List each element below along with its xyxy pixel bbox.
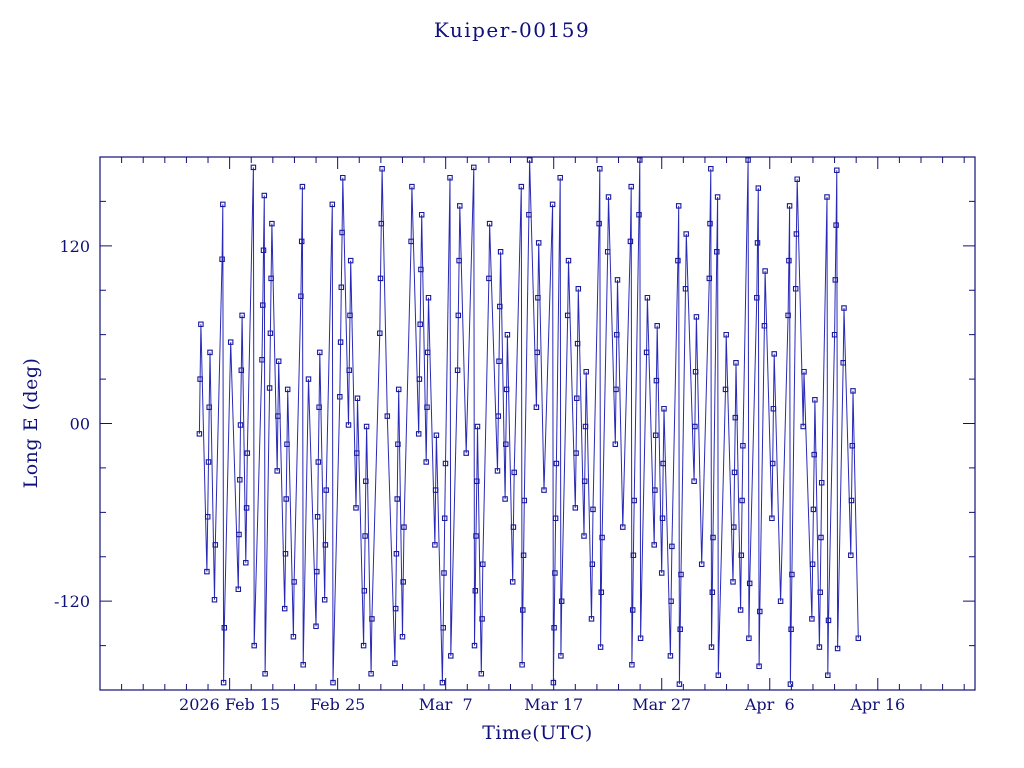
x-tick-label: Apr 6 xyxy=(744,695,795,714)
y-tick-label: -120 xyxy=(54,592,90,611)
y-tick-label: 120 xyxy=(59,237,90,256)
x-tick-label: Feb 25 xyxy=(310,695,365,714)
plot-frame xyxy=(99,156,976,691)
x-tick-label: 2026 Feb 15 xyxy=(179,695,280,714)
x-tick-label: Mar 7 xyxy=(419,695,473,714)
chart-title: Kuiper-00159 xyxy=(433,18,591,42)
data-line xyxy=(198,159,859,685)
x-tick-label: Mar 17 xyxy=(524,695,583,714)
x-tick-label: Apr 16 xyxy=(849,695,905,714)
axis-ticks xyxy=(100,157,975,690)
x-tick-label: Mar 27 xyxy=(632,695,691,714)
y-tick-label: 00 xyxy=(70,415,90,434)
data-layer xyxy=(196,157,862,687)
x-axis-label: Time(UTC) xyxy=(482,722,593,744)
data-markers xyxy=(196,157,862,687)
